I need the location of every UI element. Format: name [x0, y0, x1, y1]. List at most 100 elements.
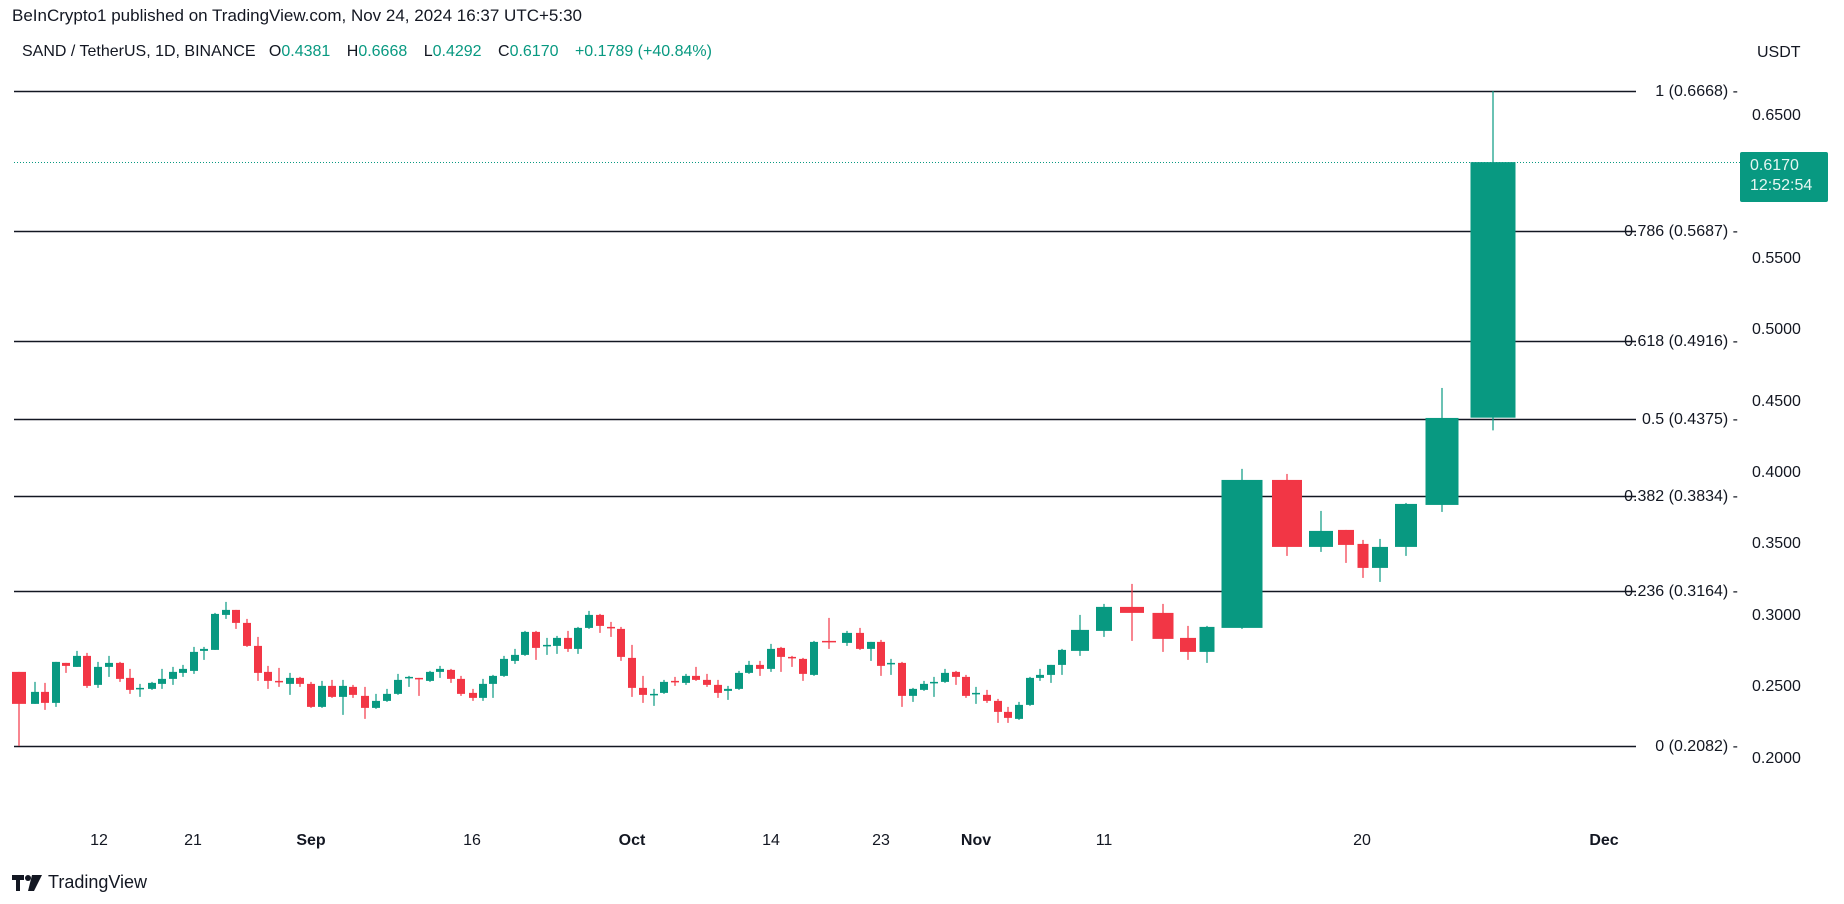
time-tick: 23 [872, 832, 890, 849]
price-tick: 0.6500 [1752, 106, 1801, 124]
candle-up [650, 693, 658, 696]
candle-up [1036, 674, 1044, 678]
time-tick: Oct [618, 832, 646, 849]
candle-down [628, 657, 636, 688]
price-tick: 0.2000 [1752, 749, 1801, 767]
candle-up [930, 681, 938, 684]
candle-up [521, 631, 529, 655]
candle-down [264, 671, 272, 681]
fib-label: 0.618 (0.4916) - [1624, 332, 1738, 350]
candle-down [232, 609, 240, 623]
ohlc-legend: SAND / TetherUS, 1D, BINANCE O0.4381 H0.… [22, 43, 712, 61]
time-tick: Dec [1589, 832, 1619, 849]
price-tick: 0.4500 [1752, 392, 1801, 410]
candle-down [243, 622, 251, 646]
candle-down [856, 632, 864, 649]
candle-up [500, 658, 508, 676]
candle-up [887, 662, 895, 665]
low-value: 0.4292 [432, 43, 482, 60]
candle-up [394, 679, 402, 694]
candle-up [479, 683, 487, 698]
close-label: C [498, 43, 510, 60]
time-tick: 21 [184, 832, 202, 849]
candle-down [1272, 479, 1302, 547]
change-value: +0.1789 (+40.84%) [574, 43, 712, 60]
time-tick: 20 [1353, 832, 1371, 849]
candle-up [211, 613, 219, 650]
time-tick: Nov [960, 832, 992, 849]
high-label: H [346, 43, 359, 60]
candle-up [972, 692, 980, 695]
candle-down [296, 677, 304, 684]
candle-down [415, 677, 423, 680]
fib-label: 1 (0.6668) - [1655, 82, 1738, 100]
candle-down [596, 614, 604, 626]
candle-down [799, 658, 807, 674]
fib-label: 0.786 (0.5687) - [1624, 222, 1738, 240]
candle-up [1096, 606, 1112, 631]
candle-up [920, 683, 928, 690]
candle-up [1015, 704, 1023, 719]
candle-up [426, 671, 434, 681]
candle-down [1180, 637, 1196, 652]
time-tick: Sep [296, 832, 326, 849]
candle-up [286, 677, 294, 684]
publisher-line: BeInCrypto1 published on TradingView.com… [12, 6, 583, 25]
candle-up [1058, 649, 1066, 665]
candle-down [877, 641, 885, 666]
candle-up [810, 641, 818, 675]
candle-up [105, 662, 113, 667]
fib-label: 0.236 (0.3164) - [1624, 582, 1738, 600]
candle-up [1372, 546, 1388, 568]
candle-up [318, 685, 326, 707]
candle-down [447, 669, 455, 679]
candle-up [31, 691, 39, 704]
candle-up [52, 661, 60, 703]
candle-up [1470, 162, 1516, 418]
candle-down [41, 691, 49, 703]
currency-label[interactable]: USDT [1757, 44, 1801, 61]
candle-down [116, 662, 124, 679]
candle-down [307, 683, 315, 707]
candle-up [867, 641, 875, 649]
price-tick: 0.3000 [1752, 606, 1801, 624]
candle-down [349, 686, 357, 695]
candle-down [469, 692, 477, 698]
candle-up [745, 664, 753, 673]
current-price: 0.6170 [1750, 157, 1799, 174]
candle-up [1071, 629, 1089, 651]
fib-label: 0 (0.2082) - [1655, 737, 1738, 755]
candle-up [372, 700, 380, 708]
symbol-label[interactable]: SAND / TetherUS, 1D, BINANCE [22, 43, 256, 60]
tradingview-logo-icon [12, 874, 42, 891]
candle-down [703, 679, 711, 685]
candle-up [383, 693, 391, 701]
candle-up [574, 627, 582, 649]
candle-up [489, 675, 497, 684]
candle-down [1338, 529, 1354, 545]
candle-up [169, 671, 177, 679]
candle-up [179, 668, 187, 673]
candle-down [12, 671, 26, 704]
candle-down [1152, 612, 1174, 639]
candle-down [532, 631, 540, 648]
candle-up [909, 688, 917, 696]
candle-down [952, 671, 960, 677]
low-label: L [423, 43, 433, 60]
fib-label: 0.5 (0.4375) - [1641, 410, 1738, 428]
tradingview-logo[interactable]: TradingView [12, 872, 147, 893]
candle-down [777, 647, 785, 657]
candle-down [962, 676, 970, 696]
candle-up [735, 672, 743, 689]
candle-up [73, 655, 81, 667]
candle-down [1357, 543, 1369, 568]
candle-down [83, 655, 91, 686]
tradingview-brand: TradingView [48, 872, 148, 892]
candle-down [994, 700, 1002, 712]
candle-down [457, 678, 465, 694]
candle-down [898, 662, 906, 696]
candle-up [158, 678, 166, 684]
candle-down [1004, 711, 1012, 718]
candle-up [136, 687, 144, 690]
